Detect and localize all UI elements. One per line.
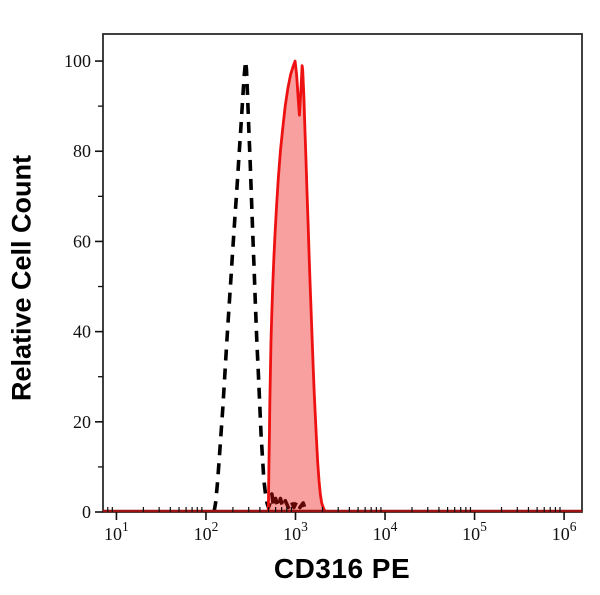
x-tick-label: 103	[283, 519, 308, 544]
y-tick-label: 0	[82, 502, 91, 522]
y-tick-label: 100	[64, 51, 91, 71]
x-tick-label: 102	[194, 519, 219, 544]
y-axis-title: Relative Cell Count	[6, 154, 37, 402]
plot-frame	[102, 33, 583, 513]
y-tick-label: 80	[73, 141, 91, 161]
y-tick-label: 40	[73, 322, 91, 342]
x-tick-label: 106	[552, 519, 577, 544]
y-tick-label: 20	[73, 412, 91, 432]
y-tick-label: 60	[73, 231, 91, 251]
cd316-pe-stained-fill	[268, 61, 326, 512]
x-tick-label: 101	[104, 519, 129, 544]
x-tick-label: 104	[373, 519, 398, 544]
cd316-pe-stained-curve	[266, 59, 327, 513]
x-axis-title: CD316 PE	[273, 553, 411, 584]
x-tick-label: 105	[462, 519, 487, 544]
